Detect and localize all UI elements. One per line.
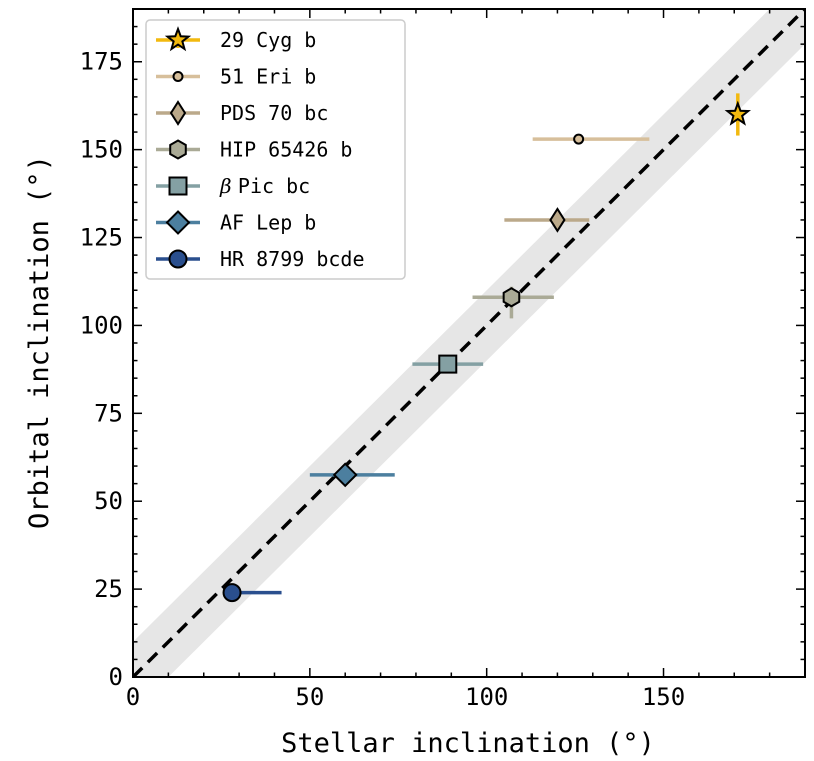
- data-point-6: [222, 583, 282, 603]
- legend: 29 Cyg b 51 Eri b PDS 70 bc HIP 65426 b β Pi…: [145, 19, 406, 280]
- legend-marker-2: [169, 100, 187, 126]
- legend-entry-3: HIP 65426 b: [156, 138, 352, 162]
- y-tick-label-100: 100: [80, 311, 123, 339]
- legend-marker-0: [164, 26, 192, 52]
- legend-marker-3: [169, 139, 187, 160]
- legend-label-4: β Pic bc: [219, 174, 310, 198]
- y-tick-label-0: 0: [109, 663, 123, 691]
- legend-label-0: 29 Cyg b: [220, 28, 316, 52]
- marker-6: [222, 583, 242, 603]
- marker-2: [549, 207, 566, 233]
- data-point-0: [724, 93, 751, 136]
- legend-entry-0: 29 Cyg b: [156, 26, 316, 52]
- legend-entry-1: 51 Eri b: [156, 65, 316, 89]
- legend-label-5: AF Lep b: [220, 211, 316, 235]
- legend-marker-6: [168, 249, 188, 269]
- marker-5: [332, 462, 358, 488]
- legend-label-name-4: Pic bc: [238, 174, 310, 198]
- marker-3: [502, 287, 521, 308]
- marker-1: [573, 133, 585, 145]
- legend-label-2: PDS 70 bc: [220, 101, 328, 125]
- x-tick-label-50: 50: [295, 683, 324, 711]
- y-tick-label-125: 125: [80, 224, 123, 252]
- data-point-5: [309, 462, 395, 488]
- legend-entry-6: HR 8799 bcde: [156, 247, 365, 271]
- x-tick-label-150: 150: [642, 683, 685, 711]
- legend-marker-5: [165, 210, 191, 235]
- one-to-one-line: [133, 9, 805, 677]
- marker-4: [438, 354, 458, 374]
- legend-label-prefix-4: β: [219, 174, 238, 198]
- y-axis-label: Orbital inclination (°): [24, 155, 55, 529]
- marker-0: [724, 100, 751, 126]
- legend-marker-4: [168, 176, 188, 196]
- legend-entry-2: PDS 70 bc: [156, 100, 328, 126]
- y-tick-label-175: 175: [80, 48, 123, 76]
- clipped-area: [133, 9, 805, 677]
- data-point-1: [532, 133, 650, 145]
- x-tick-label-100: 100: [465, 683, 508, 711]
- legend-label-3: HIP 65426 b: [220, 138, 352, 162]
- y-tick-label-150: 150: [80, 136, 123, 164]
- legend-label-1: 51 Eri b: [220, 65, 316, 89]
- y-tick-label-25: 25: [94, 575, 123, 603]
- data-point-3: [472, 286, 554, 319]
- axis-ticks: 0 50 100 150 0 25 50 75 100 125 150 175: [80, 8, 806, 711]
- legend-entry-4: β Pic bc: [156, 174, 310, 198]
- legend-label-6: HR 8799 bcde: [220, 247, 365, 271]
- y-tick-label-50: 50: [94, 487, 123, 515]
- data-point-2: [504, 207, 590, 233]
- data-point-4: [412, 354, 484, 374]
- x-tick-label-0: 0: [126, 683, 140, 711]
- legend-entry-5: AF Lep b: [156, 210, 316, 235]
- legend-box: [145, 19, 406, 280]
- y-tick-label-75: 75: [94, 399, 123, 427]
- axis-labels: Stellar inclination (°) Orbital inclinat…: [24, 155, 655, 759]
- x-axis-label: Stellar inclination (°): [281, 728, 655, 759]
- legend-marker-1: [172, 71, 184, 82]
